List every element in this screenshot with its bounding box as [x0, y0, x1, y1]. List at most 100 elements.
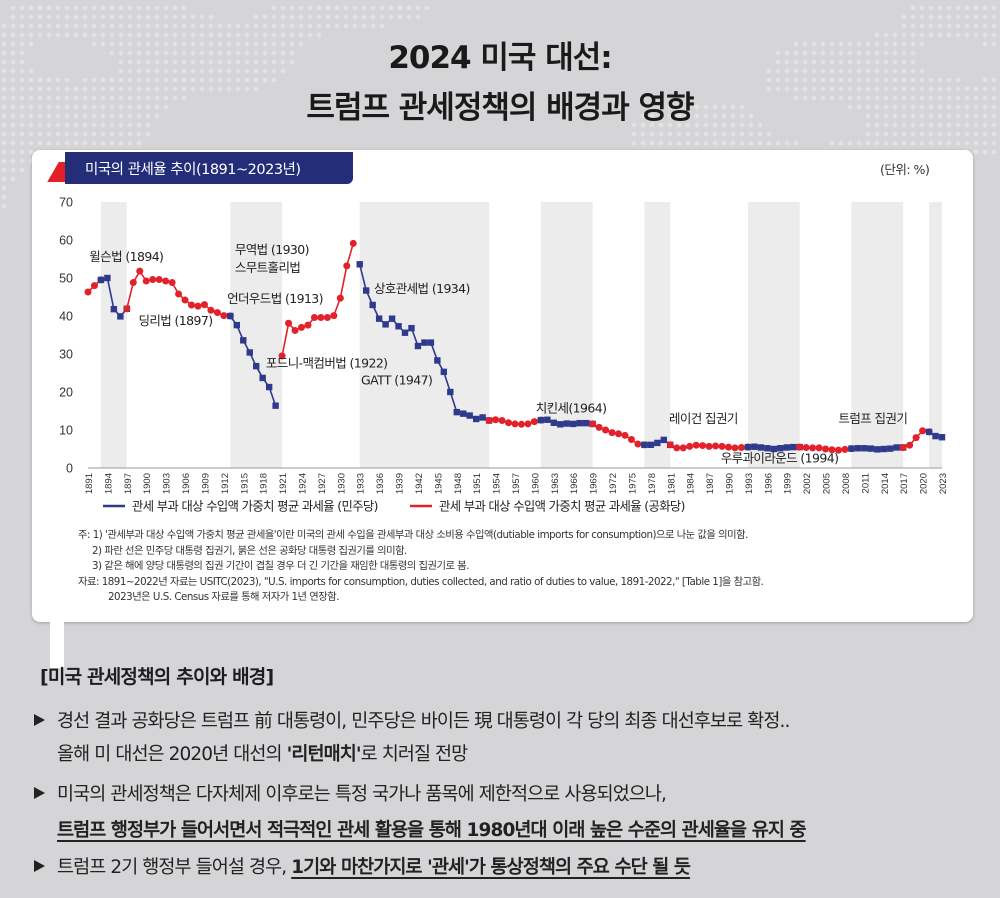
map-dot — [973, 86, 979, 92]
map-dot — [280, 41, 286, 47]
map-dot — [685, 104, 691, 110]
republican-point — [589, 420, 597, 428]
map-dot — [703, 122, 709, 128]
map-dot — [847, 140, 853, 146]
map-dot — [64, 86, 70, 92]
map-dot — [874, 41, 880, 47]
map-dot — [127, 14, 133, 20]
map-dot — [82, 122, 88, 128]
map-dot — [712, 122, 718, 128]
democrat-point — [421, 339, 428, 346]
map-dot — [982, 32, 988, 38]
section-connector — [50, 622, 64, 668]
democrat-period-shade — [644, 202, 671, 468]
democrat-point — [887, 445, 894, 452]
map-dot — [856, 86, 862, 92]
republican-point — [595, 423, 603, 431]
page-title-line2: 트럼프 관세정책의 배경과 영향 — [306, 90, 694, 126]
map-dot — [883, 41, 889, 47]
map-dot — [46, 95, 52, 101]
map-dot — [244, 77, 250, 83]
map-dot — [181, 23, 187, 29]
x-tick-label: 1927 — [317, 473, 328, 494]
map-dot — [883, 104, 889, 110]
map-dot — [19, 59, 25, 65]
map-dot — [235, 23, 241, 29]
map-dot — [163, 50, 169, 56]
map-dot — [163, 41, 169, 47]
map-dot — [856, 68, 862, 74]
x-tick-label: 1999 — [783, 473, 794, 494]
democrat-point — [874, 446, 881, 453]
democrat-point — [227, 312, 234, 320]
map-dot — [685, 113, 691, 119]
map-dot — [964, 122, 970, 128]
republican-point — [142, 277, 150, 285]
map-dot — [721, 122, 727, 128]
map-dot — [64, 95, 70, 101]
map-dot — [955, 140, 961, 146]
map-dot — [154, 41, 160, 47]
democrat-point — [117, 313, 124, 320]
map-dot — [37, 5, 43, 11]
map-dot — [235, 50, 241, 56]
map-dot — [739, 122, 745, 128]
republican-point — [802, 443, 810, 451]
map-dot — [73, 5, 79, 11]
map-dot — [118, 131, 124, 137]
chart-notes: 주: 1) '관세부과 대상 수입액 가중치 평균 관세율'이란 미국의 관세 … — [78, 528, 764, 606]
map-dot — [856, 41, 862, 47]
map-dot — [55, 14, 61, 20]
map-dot — [118, 122, 124, 128]
map-dot — [847, 59, 853, 65]
bullet-1-emphasis: '리턴매치' — [286, 744, 362, 765]
map-dot — [901, 122, 907, 128]
map-dot — [181, 50, 187, 56]
map-dot — [784, 77, 790, 83]
map-dot — [235, 59, 241, 65]
map-dot — [55, 131, 61, 137]
map-dot — [19, 50, 25, 56]
map-dot — [820, 50, 826, 56]
map-dot — [676, 131, 682, 137]
map-dot — [163, 86, 169, 92]
map-dot — [136, 59, 142, 65]
map-dot — [919, 113, 925, 119]
map-dot — [154, 113, 160, 119]
bullet-3: 트럼프 2기 행정부 들어설 경우, 1기와 마찬가지로 '관세'가 통상정책의… — [34, 853, 691, 879]
map-dot — [82, 131, 88, 137]
map-dot — [73, 131, 79, 137]
democrat-point — [783, 444, 790, 451]
map-dot — [937, 131, 943, 137]
map-dot — [91, 122, 97, 128]
map-dot — [802, 41, 808, 47]
map-dot — [19, 104, 25, 110]
map-dot — [703, 131, 709, 137]
map-dot — [64, 32, 70, 38]
map-dot — [19, 5, 25, 11]
map-dot — [703, 140, 709, 146]
map-dot — [280, 68, 286, 74]
map-dot — [820, 41, 826, 47]
map-dot — [46, 140, 52, 146]
map-dot — [118, 86, 124, 92]
map-dot — [10, 122, 16, 128]
map-dot — [100, 5, 106, 11]
map-dot — [199, 41, 205, 47]
map-dot — [829, 95, 835, 101]
republican-point — [285, 319, 293, 327]
map-dot — [190, 32, 196, 38]
map-dot — [982, 5, 988, 11]
x-tick-label: 1903 — [162, 473, 173, 494]
map-dot — [874, 131, 880, 137]
map-dot — [775, 140, 781, 146]
note-3: 3) 같은 해에 양당 대통령의 집권 기간이 겹칠 경우 더 긴 기간을 재임… — [92, 560, 469, 572]
chart-title: 미국의 관세율 추이(1891~2023년) — [85, 162, 301, 178]
map-dot — [217, 77, 223, 83]
map-dot — [865, 104, 871, 110]
map-dot — [937, 140, 943, 146]
map-dot — [955, 95, 961, 101]
map-dot — [145, 32, 151, 38]
map-dot — [766, 86, 772, 92]
republican-point — [349, 239, 357, 247]
